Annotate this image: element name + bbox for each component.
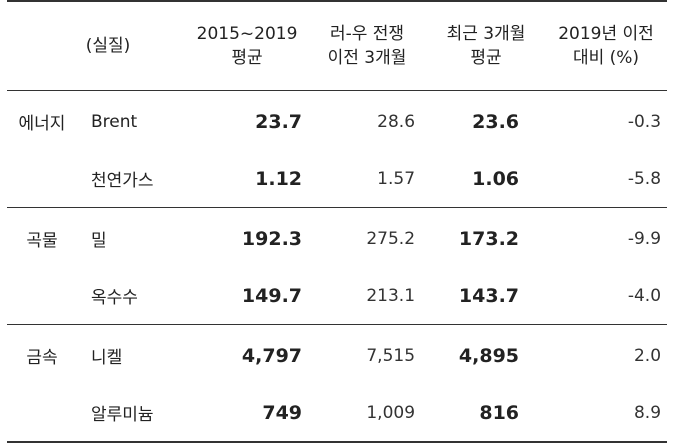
- item-label: 천연가스: [83, 150, 188, 208]
- avg-value: 149.7: [187, 267, 308, 325]
- recent-value: 4,895: [458, 344, 520, 367]
- change-value: -5.8: [545, 150, 668, 208]
- header-recent-3m: 최근 3개월 평균: [427, 0, 546, 91]
- recent-value: 816: [427, 384, 546, 443]
- header-recent-line2: 평균: [470, 48, 502, 68]
- avg-value: 192.3: [241, 227, 303, 250]
- avg-value: 4,797: [241, 344, 303, 367]
- item-label: 밀: [91, 231, 107, 251]
- change-value: -4.0: [545, 267, 668, 325]
- recent-value: 173.2: [458, 227, 520, 250]
- item-label: 니켈: [91, 348, 123, 368]
- avg-value: 749: [187, 384, 308, 443]
- group-label: 금속: [26, 348, 58, 368]
- avg-value: 1.12: [187, 150, 308, 208]
- pre-war-value: 213.1: [307, 267, 428, 325]
- change-value: 2.0: [633, 345, 662, 366]
- header-unit: (실질): [7, 0, 188, 91]
- header-vs-2019: 2019년 이전 대비 (%): [545, 0, 668, 91]
- group-label: [7, 384, 83, 443]
- table-row: 옥수수 149.7 213.1 143.7 -4.0: [7, 267, 668, 325]
- header-chg-line1: 2019년 이전: [558, 24, 654, 44]
- group-label: 에너지: [18, 114, 66, 134]
- header-pre-line2: 이전 3개월: [327, 48, 407, 68]
- table-row: 금속 니켈 4,797 7,515 4,895 2.0: [7, 325, 667, 385]
- header-avg-line1: 2015~2019: [196, 24, 298, 44]
- recent-value: 1.06: [427, 150, 546, 208]
- recent-value: 23.6: [472, 110, 520, 133]
- header-pre-war-3m: 러-우 전쟁 이전 3개월: [307, 0, 428, 91]
- table-row: 천연가스 1.12 1.57 1.06 -5.8: [7, 150, 668, 208]
- group-label: 곡물: [26, 231, 58, 251]
- header-chg-line2: 대비 (%): [572, 48, 640, 68]
- group-label: [7, 150, 83, 208]
- pre-war-value: 7,515: [366, 345, 416, 366]
- change-value: -9.9: [627, 228, 662, 249]
- group-label: [7, 267, 83, 325]
- header-avg-2015-2019: 2015~2019 평균: [187, 0, 308, 91]
- table-row: 곡물 밀 192.3 275.2 173.2 -9.9: [7, 208, 667, 268]
- item-label: 알루미늄: [83, 384, 188, 443]
- change-value: 8.9: [545, 384, 668, 443]
- table-row: 에너지 Brent 23.7 28.6 23.6 -0.3: [7, 91, 667, 151]
- change-value: -0.3: [627, 111, 662, 132]
- item-label: 옥수수: [83, 267, 188, 325]
- recent-value: 143.7: [427, 267, 546, 325]
- pre-war-value: 28.6: [377, 111, 416, 132]
- pre-war-value: 1,009: [307, 384, 428, 443]
- header-avg-line2: 평균: [231, 48, 263, 68]
- avg-value: 23.7: [255, 110, 303, 133]
- table-row: 알루미늄 749 1,009 816 8.9: [7, 384, 668, 443]
- pre-war-value: 275.2: [366, 228, 416, 249]
- header-row: (실질) 2015~2019 평균 러-우 전쟁 이전 3개월 최근 3개월 평…: [7, 0, 668, 91]
- header-recent-line1: 최근 3개월: [446, 24, 526, 44]
- header-pre-line1: 러-우 전쟁: [329, 24, 405, 44]
- pre-war-value: 1.57: [307, 150, 428, 208]
- commodity-price-table: (실질) 2015~2019 평균 러-우 전쟁 이전 3개월 최근 3개월 평…: [7, 0, 668, 443]
- item-label: Brent: [91, 111, 138, 132]
